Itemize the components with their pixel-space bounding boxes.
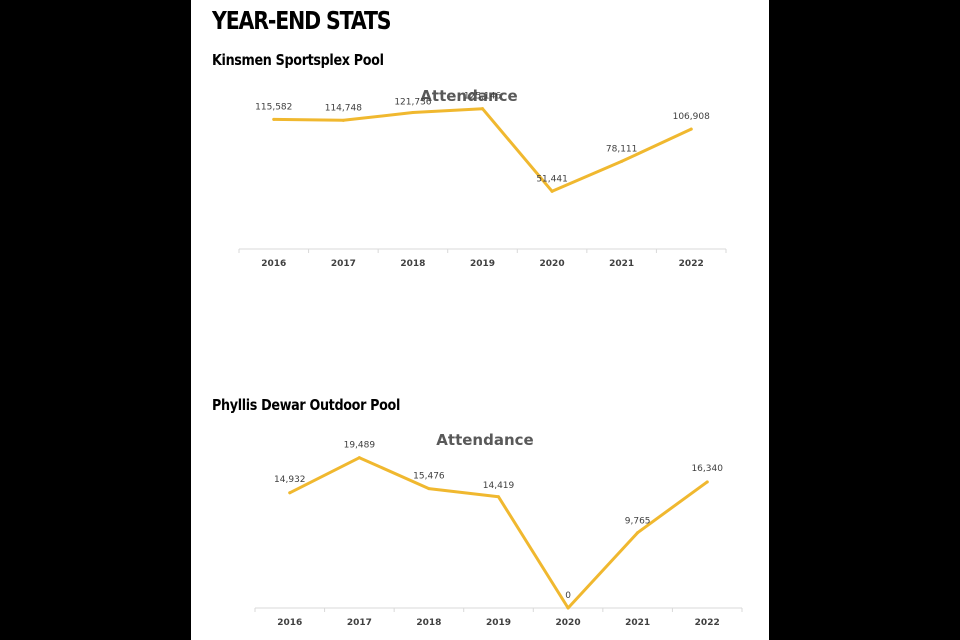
data-label-2018: 15,476 [413, 472, 445, 482]
data-point-2022 [705, 480, 709, 484]
page-title: YEAR-END STATS [212, 6, 392, 35]
attendance-chart-kinsmen: Attendance 115,582 2016 114,748 2017 121,736… [238, 87, 727, 269]
data-point-2019 [481, 107, 484, 111]
section-title-phyllis-dewar: Phyllis Dewar Outdoor Pool [212, 396, 400, 414]
data-label-2022: 16,340 [691, 464, 723, 474]
data-point-2022 [689, 127, 693, 131]
data-point-2016 [288, 491, 292, 495]
data-point-2017 [357, 456, 361, 460]
data-point-2018 [427, 487, 431, 491]
x-tick-label-2020: 2020 [556, 618, 581, 628]
x-tick-label-2018: 2018 [416, 618, 441, 628]
data-label-2021: 9,765 [625, 517, 651, 527]
chart-title: Attendance [420, 87, 517, 105]
x-tick-label-2021: 2021 [609, 259, 634, 269]
data-label-2016: 14,932 [274, 475, 306, 485]
data-label-2021: 78,111 [606, 144, 638, 154]
data-label-2018: 121,736 [394, 97, 431, 107]
x-tick-label-2022: 2022 [679, 259, 704, 269]
data-point-2019 [497, 495, 500, 499]
x-tick-label-2022: 2022 [695, 618, 720, 628]
x-tick-label-2018: 2018 [400, 259, 425, 269]
x-tick-label-2016: 2016 [277, 618, 302, 628]
x-tick-label-2016: 2016 [261, 259, 286, 269]
data-point-2020 [566, 606, 570, 610]
x-tick-label-2021: 2021 [625, 618, 650, 628]
data-label-2020: 51,441 [536, 174, 568, 184]
data-point-2020 [550, 189, 554, 193]
x-tick-label-2017: 2017 [347, 618, 372, 628]
data-label-2019: 125,146 [464, 92, 501, 102]
x-tick-label-2019: 2019 [486, 618, 511, 628]
chart-title: Attendance [436, 431, 533, 449]
data-point-2021 [636, 531, 640, 535]
data-label-2017: 19,489 [344, 441, 376, 451]
data-label-2017: 114,748 [325, 103, 362, 113]
x-tick-label-2020: 2020 [540, 259, 565, 269]
data-label-2020: 0 [565, 591, 571, 601]
x-tick-label-2019: 2019 [470, 259, 495, 269]
attendance-chart-phyllis-dewar: Attendance 14,932 2016 19,489 2017 15,476 201… [254, 431, 743, 628]
data-point-2016 [272, 117, 276, 121]
data-label-2019: 14,419 [483, 481, 515, 491]
section-title-kinsmen: Kinsmen Sportsplex Pool [212, 51, 384, 69]
data-point-2017 [341, 118, 345, 122]
data-label-2016: 115,582 [255, 102, 292, 112]
x-tick-label-2017: 2017 [331, 259, 356, 269]
data-label-2022: 106,908 [673, 112, 710, 122]
document-page: YEAR-END STATS Kinsmen Sportsplex Pool A… [191, 0, 769, 640]
data-point-2018 [411, 110, 415, 114]
data-point-2021 [620, 159, 624, 163]
